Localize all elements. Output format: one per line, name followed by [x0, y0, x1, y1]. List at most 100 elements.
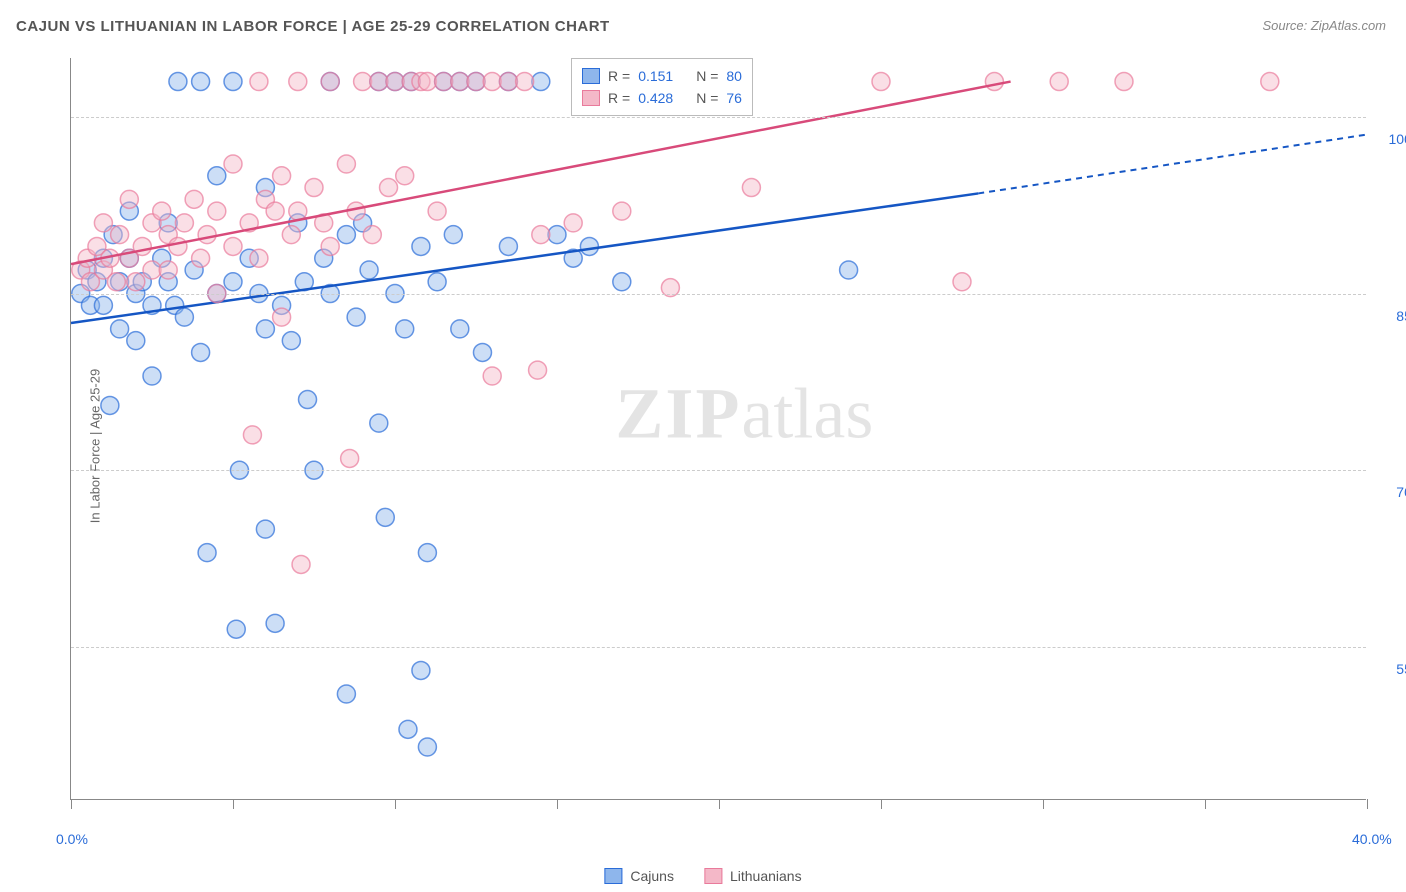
data-point	[127, 273, 145, 291]
data-point	[532, 73, 550, 91]
data-point	[483, 367, 501, 385]
data-point	[1115, 73, 1133, 91]
stats-legend: R =0.151N =80R =0.428N =76	[571, 58, 753, 116]
data-point	[418, 73, 436, 91]
data-point	[198, 226, 216, 244]
legend-item: Lithuanians	[704, 868, 802, 884]
x-tick	[1367, 799, 1368, 809]
data-point	[418, 738, 436, 756]
data-point	[273, 167, 291, 185]
data-point	[613, 202, 631, 220]
data-point	[467, 73, 485, 91]
gridline	[71, 470, 1366, 471]
x-tick	[557, 799, 558, 809]
data-point	[337, 226, 355, 244]
data-point	[224, 155, 242, 173]
data-point	[282, 332, 300, 350]
data-point	[840, 261, 858, 279]
data-point	[94, 214, 112, 232]
data-point	[282, 226, 300, 244]
x-tick-label: 0.0%	[56, 831, 88, 847]
x-tick	[233, 799, 234, 809]
y-tick-label: 70.0%	[1396, 484, 1406, 500]
data-point	[412, 237, 430, 255]
r-label: R =	[608, 68, 630, 84]
x-tick	[719, 799, 720, 809]
x-tick	[395, 799, 396, 809]
data-point	[227, 620, 245, 638]
data-point	[192, 73, 210, 91]
data-point	[127, 332, 145, 350]
data-point	[428, 273, 446, 291]
data-point	[564, 214, 582, 232]
series-legend: Cajuns Lithuanians	[604, 868, 801, 884]
data-point	[399, 720, 417, 738]
data-point	[169, 237, 187, 255]
legend-item: Cajuns	[604, 868, 674, 884]
x-tick	[71, 799, 72, 809]
correlation-chart: CAJUN VS LITHUANIAN IN LABOR FORCE | AGE…	[0, 0, 1406, 892]
legend-row: R =0.151N =80	[582, 65, 742, 87]
data-point	[580, 237, 598, 255]
data-point	[341, 449, 359, 467]
legend-swatch	[704, 868, 722, 884]
legend-swatch	[604, 868, 622, 884]
legend-row: R =0.428N =76	[582, 87, 742, 109]
data-point	[376, 508, 394, 526]
data-point	[451, 73, 469, 91]
r-value: 0.428	[638, 90, 688, 106]
data-point	[256, 320, 274, 338]
data-point	[1261, 73, 1279, 91]
x-tick-label: 40.0%	[1352, 831, 1392, 847]
data-point	[363, 226, 381, 244]
data-point	[529, 361, 547, 379]
x-tick	[1205, 799, 1206, 809]
data-point	[613, 273, 631, 291]
data-point	[192, 249, 210, 267]
data-point	[266, 202, 284, 220]
data-point	[953, 273, 971, 291]
data-point	[250, 249, 268, 267]
y-tick-label: 100.0%	[1389, 131, 1406, 147]
data-point	[256, 520, 274, 538]
data-point	[250, 73, 268, 91]
data-point	[1050, 73, 1068, 91]
data-point	[532, 226, 550, 244]
data-point	[337, 155, 355, 173]
chart-title: CAJUN VS LITHUANIAN IN LABOR FORCE | AGE…	[16, 18, 610, 35]
data-point	[321, 73, 339, 91]
legend-swatch	[582, 90, 600, 106]
r-label: R =	[608, 90, 630, 106]
gridline	[71, 647, 1366, 648]
data-point	[444, 226, 462, 244]
data-point	[224, 73, 242, 91]
data-point	[321, 237, 339, 255]
data-point	[380, 179, 398, 197]
data-point	[169, 73, 187, 91]
data-point	[483, 73, 501, 91]
legend-label: Cajuns	[630, 868, 674, 884]
data-point	[143, 367, 161, 385]
data-point	[473, 343, 491, 361]
x-tick	[1043, 799, 1044, 809]
legend-swatch	[582, 68, 600, 84]
data-point	[360, 261, 378, 279]
data-point	[289, 202, 307, 220]
data-point	[224, 273, 242, 291]
data-point	[224, 237, 242, 255]
data-point	[396, 320, 414, 338]
n-value: 80	[726, 68, 742, 84]
data-point	[499, 73, 517, 91]
data-point	[289, 73, 307, 91]
data-point	[111, 320, 129, 338]
data-point	[742, 179, 760, 197]
data-point	[299, 391, 317, 409]
data-point	[101, 396, 119, 414]
y-tick-label: 55.0%	[1396, 661, 1406, 677]
data-point	[292, 555, 310, 573]
data-point	[175, 308, 193, 326]
data-point	[872, 73, 890, 91]
legend-label: Lithuanians	[730, 868, 802, 884]
data-point	[370, 73, 388, 91]
data-point	[499, 237, 517, 255]
